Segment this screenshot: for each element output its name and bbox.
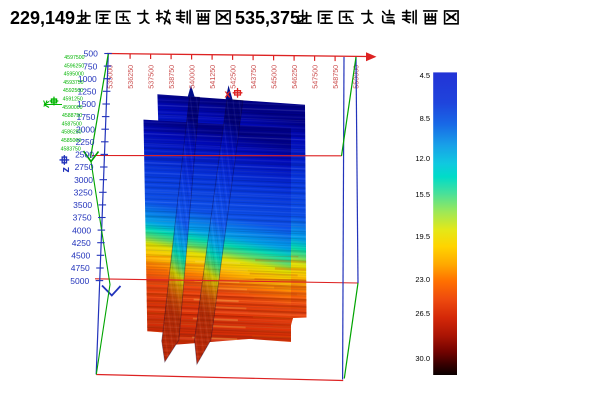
svg-text:30.0: 30.0 xyxy=(415,354,430,363)
svg-text:4595000: 4595000 xyxy=(64,72,84,78)
svg-text:536250: 536250 xyxy=(126,65,135,89)
svg-text:538750: 538750 xyxy=(167,65,176,89)
svg-text:546250: 546250 xyxy=(290,65,299,89)
svg-text:4593750: 4593750 xyxy=(63,80,83,86)
svg-text:500: 500 xyxy=(84,49,98,59)
svg-text:z: z xyxy=(60,167,72,173)
svg-text:12.0: 12.0 xyxy=(415,154,430,163)
svg-text:23.0: 23.0 xyxy=(415,275,430,284)
svg-text:2000: 2000 xyxy=(76,124,95,134)
svg-text:547500: 547500 xyxy=(310,65,319,89)
svg-text:15.5: 15.5 xyxy=(415,190,430,199)
svg-text:537500: 537500 xyxy=(146,65,155,89)
svg-text:535000: 535000 xyxy=(105,65,114,89)
svg-text:541250: 541250 xyxy=(208,65,217,89)
svg-text:1500: 1500 xyxy=(77,99,96,109)
svg-text:4250: 4250 xyxy=(72,238,91,248)
svg-text:3750: 3750 xyxy=(73,213,92,223)
svg-text:5000: 5000 xyxy=(70,276,89,286)
svg-text:8.5: 8.5 xyxy=(420,114,430,123)
svg-text:540000: 540000 xyxy=(187,65,196,89)
svg-text:x: x xyxy=(225,89,232,101)
svg-text:4597500: 4597500 xyxy=(64,55,84,61)
svg-text:4587500: 4587500 xyxy=(62,121,82,127)
svg-text:1750: 1750 xyxy=(76,112,95,122)
svg-text:4585000: 4585000 xyxy=(61,138,81,144)
svg-text:3000: 3000 xyxy=(74,175,93,185)
svg-text:4596250: 4596250 xyxy=(64,63,84,69)
svg-text:26.5: 26.5 xyxy=(415,309,430,318)
svg-text:4592500: 4592500 xyxy=(63,88,83,94)
svg-text:4000: 4000 xyxy=(72,225,91,235)
svg-text:19.5: 19.5 xyxy=(415,232,430,241)
svg-text:4591250: 4591250 xyxy=(63,97,83,103)
svg-text:542500: 542500 xyxy=(228,65,237,89)
svg-text:535,375: 535,375 xyxy=(235,8,300,28)
svg-text:2750: 2750 xyxy=(75,162,94,172)
svg-text:3500: 3500 xyxy=(73,200,92,210)
svg-text:y: y xyxy=(43,98,48,107)
svg-text:2250: 2250 xyxy=(76,137,95,147)
svg-text:4750: 4750 xyxy=(71,263,90,273)
svg-text:2500: 2500 xyxy=(75,150,94,160)
svg-text:4583750: 4583750 xyxy=(61,146,81,152)
svg-text:1250: 1250 xyxy=(77,87,96,97)
svg-text:3250: 3250 xyxy=(74,188,93,198)
svg-text:4.5: 4.5 xyxy=(420,71,430,80)
svg-text:548750: 548750 xyxy=(331,65,340,89)
svg-text:4500: 4500 xyxy=(71,251,90,261)
svg-text:4588750: 4588750 xyxy=(62,113,82,119)
svg-text:543750: 543750 xyxy=(249,65,258,89)
svg-text:229,149: 229,149 xyxy=(10,8,75,28)
svg-text:1000: 1000 xyxy=(78,74,97,84)
svg-text:4590000: 4590000 xyxy=(62,105,82,111)
svg-text:545000: 545000 xyxy=(269,65,278,89)
svg-text:4586250: 4586250 xyxy=(61,130,81,136)
svg-text:750: 750 xyxy=(83,61,97,71)
